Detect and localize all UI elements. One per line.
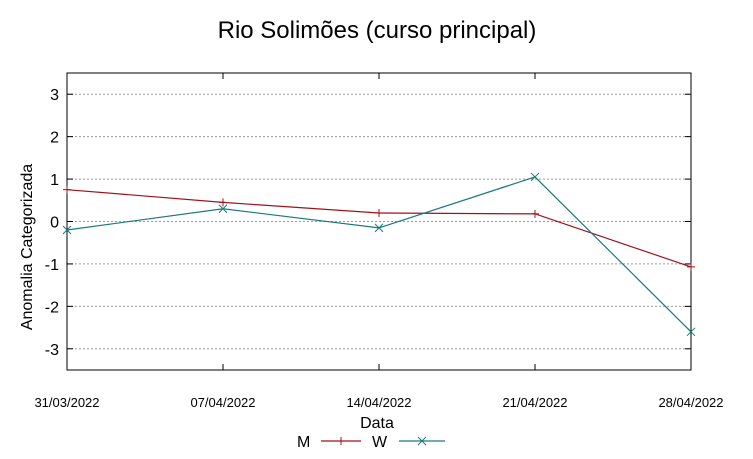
data-point-marker: [530, 172, 540, 182]
series-W: [62, 172, 696, 337]
data-point-marker: [417, 436, 427, 446]
x-tick-label: 14/04/2022: [346, 395, 411, 410]
x-tick-label: 28/04/2022: [658, 395, 723, 410]
y-tick-label: -3: [45, 342, 59, 359]
y-tick-label: -2: [45, 299, 59, 316]
series-line: [66, 176, 692, 333]
y-axis-label: Anomalia Categorizada: [19, 164, 36, 330]
legend-entry: W: [372, 434, 445, 451]
y-tick-label: 2: [50, 130, 59, 147]
x-tick-label: 21/04/2022: [502, 395, 567, 410]
x-axis-ticks: 31/03/2022 07/04/2022 14/04/2022 21/04/2022…: [34, 73, 724, 410]
x-axis-label: Data: [360, 415, 394, 432]
data-point-marker: [62, 225, 72, 235]
x-tick-label: 31/03/2022: [34, 395, 99, 410]
data-point-marker: [686, 327, 696, 337]
data-point-marker: [218, 204, 228, 214]
x-tick-label: 07/04/2022: [190, 395, 255, 410]
legend-label: W: [372, 434, 388, 451]
series-M: [63, 185, 695, 271]
chart-title: Rio Solimões (curso principal): [218, 17, 537, 44]
y-axis-ticks: 3 2 1 0 -1 -2 -3: [45, 87, 691, 359]
y-tick-label: 1: [50, 172, 59, 189]
data-point-marker: [374, 223, 384, 233]
y-tick-label: -1: [45, 257, 59, 274]
legend-label: M: [297, 434, 310, 451]
y-tick-label: 0: [50, 215, 59, 232]
y-tick-label: 3: [50, 87, 59, 104]
grid-lines: [67, 93, 691, 350]
series-lines: [62, 172, 696, 337]
legend-entry: M: [297, 434, 361, 451]
